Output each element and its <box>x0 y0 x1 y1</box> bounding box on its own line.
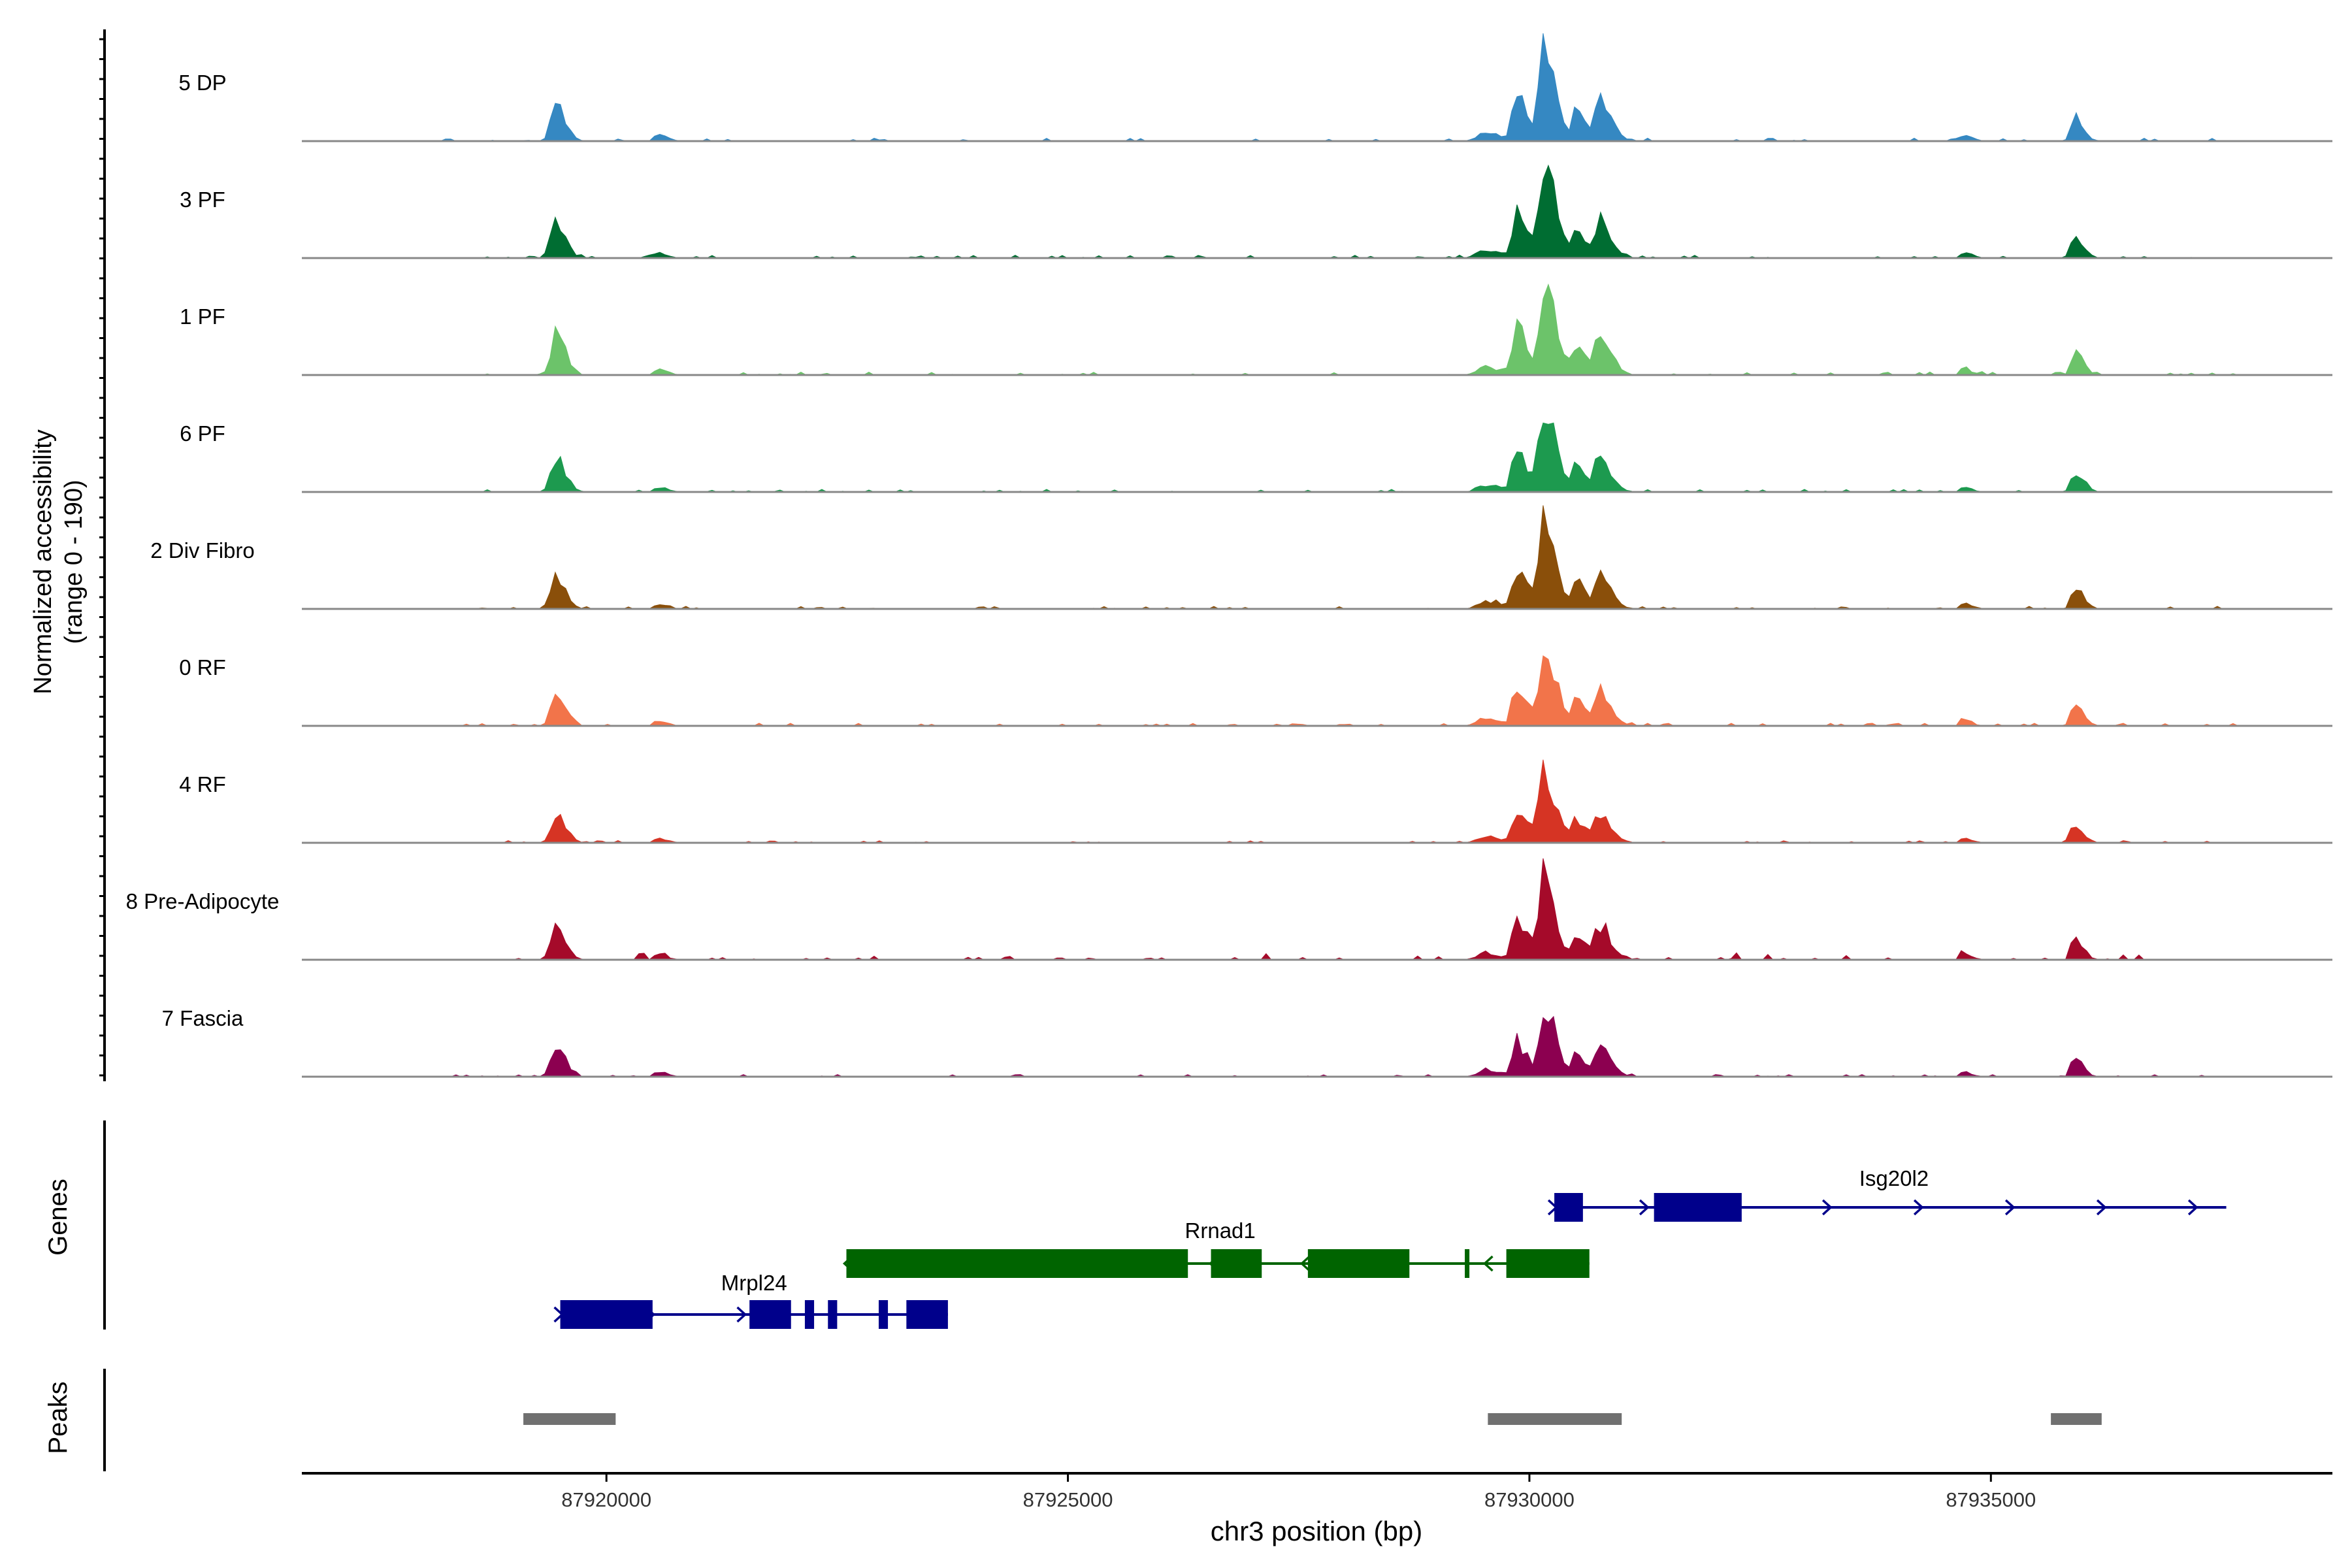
strand-arrow <box>1639 1199 1650 1216</box>
gene-exon <box>1465 1249 1470 1278</box>
gene-isg20l2: Isg20l2 <box>1547 1166 2227 1222</box>
gene-rrnad1: Rrnad1 <box>842 1218 1590 1278</box>
peaks-panel: Peaks <box>44 1369 2102 1471</box>
track-label: 1 PF <box>180 304 225 329</box>
gene-label: Rrnad1 <box>1185 1218 1256 1243</box>
x-tick-label: 87925000 <box>1023 1488 1113 1511</box>
coverage-area <box>440 164 2238 259</box>
coverage-area <box>440 759 2238 843</box>
track-2-div-fibro: 2 Div Fibro <box>150 505 2332 610</box>
track-label: 8 Pre-Adipocyte <box>126 889 280 913</box>
gene-exon <box>1307 1249 1410 1278</box>
peaks-panel-label: Peaks <box>44 1381 73 1454</box>
gene-exon <box>828 1300 838 1329</box>
track-label: 7 Fascia <box>162 1006 244 1030</box>
track-7-fascia: 7 Fascia <box>162 1006 2332 1078</box>
track-0-rf: 0 RF <box>179 655 2332 727</box>
coverage-area <box>440 655 2239 727</box>
strand-arrow <box>2004 1199 2016 1216</box>
peak-region <box>1488 1413 1622 1425</box>
track-label: 4 RF <box>179 772 226 796</box>
gene-exon <box>560 1300 653 1329</box>
track-label: 6 PF <box>180 421 225 446</box>
track-label: 5 DP <box>178 71 226 95</box>
coverage-area <box>440 422 2238 493</box>
coverage-area <box>440 33 2238 142</box>
peak-region <box>523 1413 616 1425</box>
tracks: 5 DP 3 PF 1 PF 6 PF 2 Div Fibro 0 RF 4 RF 8 Pre… <box>99 29 2332 1081</box>
track-1-pf: 1 PF <box>180 283 2332 376</box>
gene-exon <box>1554 1193 1583 1222</box>
track-5-dp: 5 DP <box>178 33 2332 142</box>
track-label: 3 PF <box>180 188 225 212</box>
track-8-pre-adipocyte: 8 Pre-Adipocyte <box>126 858 2332 961</box>
y-axis-label-line1: Normalized accessibility <box>29 429 57 694</box>
strand-arrow <box>1913 1199 1924 1216</box>
y-axis-title: Normalized accessibility (range 0 - 190) <box>29 429 88 694</box>
gene-exon <box>878 1300 889 1329</box>
genes-panel-label: Genes <box>44 1179 73 1256</box>
strand-arrow <box>1482 1255 1494 1272</box>
coverage-area <box>440 858 2238 960</box>
x-axis: chr3 position (bp) 87920000 87925000 87930… <box>302 1472 2332 1546</box>
gene-exon <box>1506 1249 1590 1278</box>
track-label: 2 Div Fibro <box>150 538 255 563</box>
x-tick-label: 87935000 <box>1946 1488 2036 1511</box>
gene-exon <box>846 1249 1188 1278</box>
track-3-pf: 3 PF <box>180 164 2332 259</box>
track-6-pf: 6 PF <box>180 421 2332 493</box>
gene-exon <box>906 1300 948 1329</box>
coverage-area <box>440 1015 2238 1077</box>
strand-arrow <box>2096 1199 2107 1216</box>
gene-label: Mrpl24 <box>721 1271 787 1295</box>
gene-annotation-panel: Genes Isg20l2 Rrnad1 Mrpl24 <box>44 1120 2227 1330</box>
strand-arrow <box>1299 1255 1311 1272</box>
gene-exon <box>1654 1193 1742 1222</box>
strand-arrow <box>736 1306 747 1323</box>
x-tick-label: 87930000 <box>1484 1488 1575 1511</box>
track-4-rf: 4 RF <box>179 759 2332 844</box>
peak-region <box>2051 1413 2102 1425</box>
strand-arrow <box>1821 1199 1833 1216</box>
track-label: 0 RF <box>179 655 226 679</box>
gene-mrpl24: Mrpl24 <box>553 1271 948 1329</box>
gene-exon <box>1211 1249 1262 1278</box>
x-axis-label: chr3 position (bp) <box>1211 1516 1423 1546</box>
y-axis-label-line2: (range 0 - 190) <box>60 480 88 644</box>
coverage-area <box>440 505 2238 610</box>
strand-arrow <box>2187 1199 2198 1216</box>
coverage-area <box>440 283 2239 376</box>
gene-exon <box>749 1300 791 1329</box>
gene-exon <box>804 1300 815 1329</box>
x-tick-label: 87920000 <box>561 1488 651 1511</box>
gene-label: Isg20l2 <box>1859 1166 1929 1190</box>
